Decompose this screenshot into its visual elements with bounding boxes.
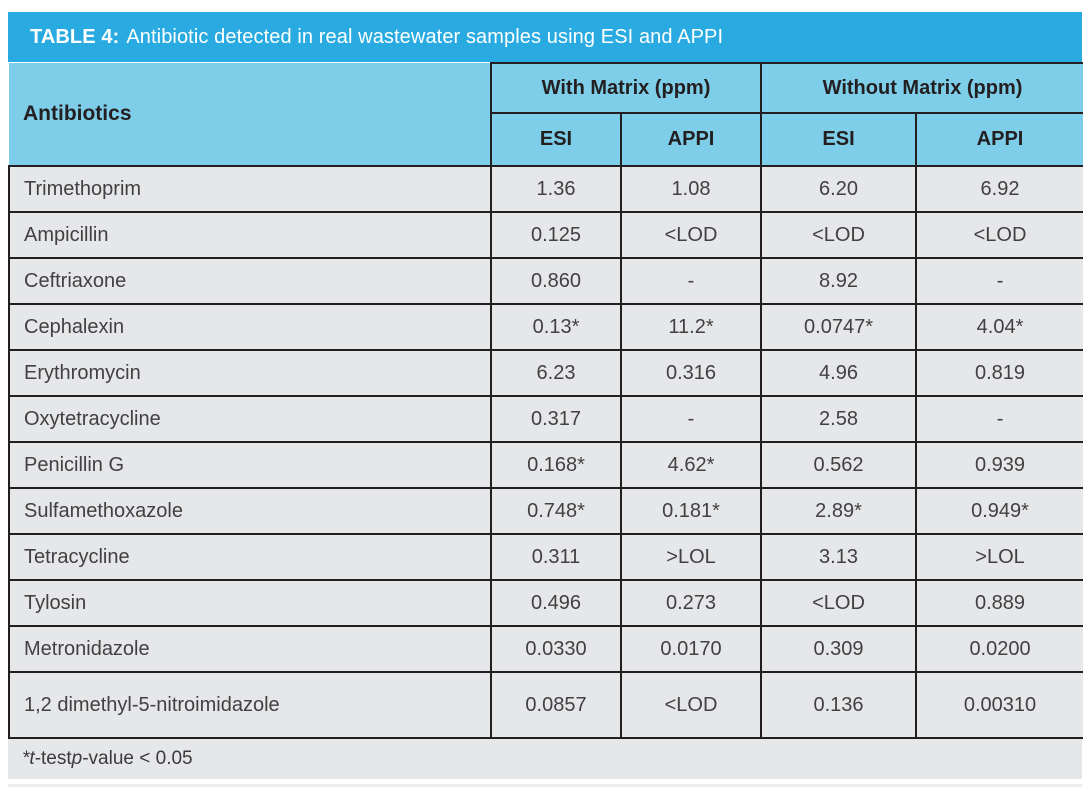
value-cell: 8.92 <box>760 257 917 304</box>
table-row: Ceftriaxone 0.860-8.92- <box>8 257 1084 304</box>
table-title-bar: TABLE 4: Antibiotic detected in real was… <box>8 12 1082 62</box>
value-cell: 0.273 <box>619 579 762 626</box>
value-cell: 4.96 <box>760 349 917 396</box>
antibiotic-name: Oxytetracycline <box>8 395 491 442</box>
column-header-with-appi: APPI <box>619 113 762 167</box>
antibiotic-name: Erythromycin <box>8 349 491 396</box>
value-cell: 0.949* <box>915 487 1084 534</box>
value-cell: 0.0747* <box>760 303 917 350</box>
table-row: Tetracycline 0.311 >LOL 3.13 >LOL <box>8 533 1084 580</box>
table-row: Penicillin G 0.168* 4.62* 0.562 0.939 <box>8 441 1084 488</box>
value-cell: >LOL <box>915 533 1084 580</box>
value-cell: - <box>619 395 762 442</box>
footnote-p: p <box>71 748 83 769</box>
antibiotic-name: Metronidazole <box>8 625 491 672</box>
antibiotic-name: Sulfamethoxazole <box>8 487 491 534</box>
value-cell: 3.13 <box>760 533 917 580</box>
value-cell: >LOL <box>619 533 762 580</box>
value-cell: <LOD <box>619 211 762 258</box>
value-cell: 4.04* <box>915 303 1084 350</box>
value-cell: 1.08 <box>619 165 762 212</box>
column-header-with-esi: ESI <box>490 113 621 167</box>
table-row: Sulfamethoxazole 0.748* 0.181* 2.89* 0.949* <box>8 487 1084 534</box>
antibiotic-name: Cephalexin <box>8 303 491 350</box>
antibiotic-name: Tylosin <box>8 579 491 626</box>
column-group-without-matrix: Without Matrix (ppm) <box>760 62 1084 114</box>
table-caption: Antibiotic detected in real wastewater s… <box>126 25 724 48</box>
value-cell: 4.62* <box>619 441 762 488</box>
value-cell: - <box>619 257 762 304</box>
value-cell: 0.317 <box>490 395 621 442</box>
value-cell: 0.00310 <box>915 671 1084 739</box>
column-group-with-matrix: With Matrix (ppm) <box>489 62 762 114</box>
value-cell: 6.23 <box>490 349 621 396</box>
table-row: Metronidazole 0.0330 0.0170 0.309 0.0200 <box>8 625 1084 672</box>
value-cell: 0.0857 <box>490 671 621 739</box>
value-cell: 2.58 <box>760 395 917 442</box>
table-row: Ampicillin 0.125 <LOD <LOD <LOD <box>8 211 1084 258</box>
value-cell: 0.562 <box>760 441 917 488</box>
antibiotic-name: Trimethoprim <box>8 165 491 212</box>
value-cell: 0.0330 <box>490 625 621 672</box>
column-header-antibiotics: Antibiotics <box>9 63 492 167</box>
value-cell: <LOD <box>760 211 917 258</box>
value-cell: 0.860 <box>490 257 621 304</box>
value-cell: 0.316 <box>619 349 762 396</box>
table-row: Erythromycin 6.23 0.316 4.96 0.819 <box>8 349 1084 396</box>
value-cell: <LOD <box>915 211 1084 258</box>
antibiotics-table: Antibiotics With Matrix (ppm) Without Ma… <box>8 62 1084 739</box>
column-header-without-appi: APPI <box>915 113 1084 167</box>
value-cell: 2.89* <box>760 487 917 534</box>
value-cell: 0.168* <box>490 441 621 488</box>
antibiotic-name: Penicillin G <box>8 441 491 488</box>
antibiotic-name: Ceftriaxone <box>8 257 491 304</box>
table-4-figure: TABLE 4: Antibiotic detected in real was… <box>8 12 1084 787</box>
table-row: Tylosin 0.496 0.273 <LOD 0.889 <box>8 579 1084 626</box>
antibiotic-name: 1,2 dimethyl-5-nitroimidazole <box>8 671 491 739</box>
value-cell: 6.20 <box>760 165 917 212</box>
table-row: Oxytetracycline 0.317-2.58- <box>8 395 1084 442</box>
value-cell: 0.311 <box>490 533 621 580</box>
table-number: TABLE 4: <box>30 25 120 48</box>
value-cell: 0.181* <box>619 487 762 534</box>
footnote-star-t: *t <box>22 748 35 769</box>
table-footnote: *t -test p -value < 0.05 <box>8 739 1082 779</box>
value-cell: 0.939 <box>915 441 1084 488</box>
footnote-rest: -value < 0.05 <box>82 748 193 769</box>
table-row: Cephalexin 0.13* 11.2* 0.0747* 4.04* <box>8 303 1084 350</box>
value-cell: 0.889 <box>915 579 1084 626</box>
value-cell: 0.309 <box>760 625 917 672</box>
value-cell: 0.125 <box>490 211 621 258</box>
antibiotic-name: Ampicillin <box>8 211 491 258</box>
column-header-without-esi: ESI <box>760 113 917 167</box>
footnote-test: -test <box>34 748 72 769</box>
value-cell: 0.136 <box>760 671 917 739</box>
value-cell: 0.496 <box>490 579 621 626</box>
value-cell: 6.92 <box>915 165 1084 212</box>
value-cell: 0.0170 <box>619 625 762 672</box>
value-cell: <LOD <box>760 579 917 626</box>
value-cell: 0.819 <box>915 349 1084 396</box>
table-header: Antibiotics With Matrix (ppm) Without Ma… <box>9 62 1084 167</box>
antibiotic-name: Tetracycline <box>8 533 491 580</box>
value-cell: 0.13* <box>490 303 621 350</box>
value-cell: 0.0200 <box>915 625 1084 672</box>
table-row: Trimethoprim 1.36 1.08 6.20 6.92 <box>8 165 1084 212</box>
value-cell: 11.2* <box>619 303 762 350</box>
value-cell: 0.748* <box>490 487 621 534</box>
page-shadow-line <box>8 784 1082 787</box>
table-body: Trimethoprim 1.36 1.08 6.20 6.92 Ampicillin 0.… <box>8 165 1084 739</box>
table-row: 1,2 dimethyl-5-nitroimidazole 0.0857 <LOD 0… <box>8 671 1084 739</box>
value-cell: - <box>915 395 1084 442</box>
value-cell: <LOD <box>619 671 762 739</box>
value-cell: 1.36 <box>490 165 621 212</box>
value-cell: - <box>915 257 1084 304</box>
